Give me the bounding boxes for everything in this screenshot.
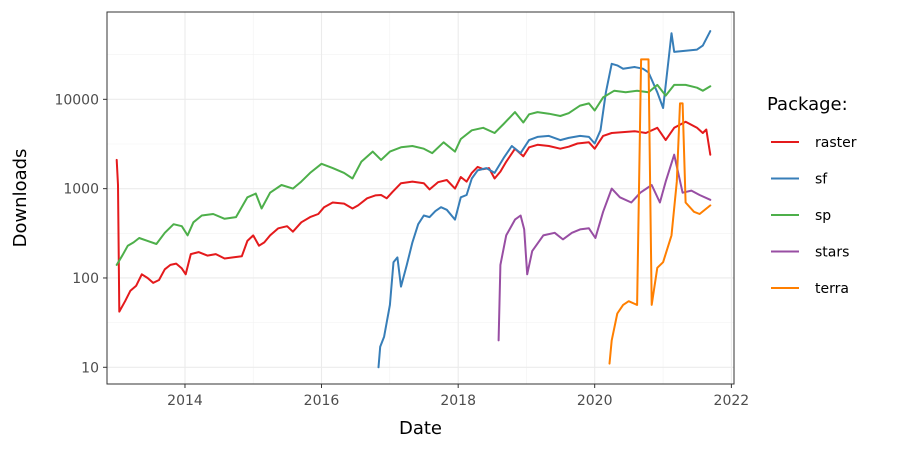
legend: Package: raster sf sp stars terra (767, 94, 857, 297)
series-line-sf (377, 30, 712, 369)
series-line-terra (608, 58, 712, 365)
y-tick-label: 100 (72, 271, 99, 287)
legend-item-terra: terra (771, 281, 849, 297)
x-tick-label: 2016 (304, 393, 340, 409)
plot-panel (106, 11, 735, 385)
legend-item-stars: stars (771, 245, 849, 261)
y-axis: 10 100 1000 10000 (54, 92, 107, 376)
y-tick-label: 10000 (54, 92, 99, 108)
legend-item-sp: sp (771, 208, 831, 224)
panel-background (107, 12, 734, 384)
legend-items: raster sf sp stars terra (771, 135, 857, 297)
legend-item-sf: sf (771, 172, 828, 188)
grid-major (107, 12, 734, 384)
legend-label-sf: sf (815, 172, 828, 188)
grid-minor (107, 12, 734, 384)
y-tick-label: 10 (81, 360, 99, 376)
legend-label-terra: terra (815, 281, 849, 297)
series-line-raster (115, 120, 712, 313)
x-tick-label: 2020 (577, 393, 613, 409)
y-axis-title: Downloads (10, 149, 31, 248)
x-tick-label: 2014 (167, 393, 203, 409)
x-axis: 2014 2016 2018 2020 2022 (167, 384, 749, 409)
series-line-sp (115, 83, 712, 266)
series-lines (115, 30, 712, 369)
series-line-stars (497, 153, 712, 342)
legend-label-sp: sp (815, 208, 831, 224)
panel-border (106, 11, 735, 385)
legend-label-stars: stars (815, 245, 849, 261)
x-tick-label: 2022 (714, 393, 750, 409)
x-axis-title: Date (399, 418, 442, 439)
legend-title: Package: (767, 94, 848, 115)
y-tick-label: 1000 (63, 182, 99, 198)
legend-item-raster: raster (771, 135, 857, 151)
x-tick-label: 2018 (440, 393, 476, 409)
legend-label-raster: raster (815, 135, 857, 151)
